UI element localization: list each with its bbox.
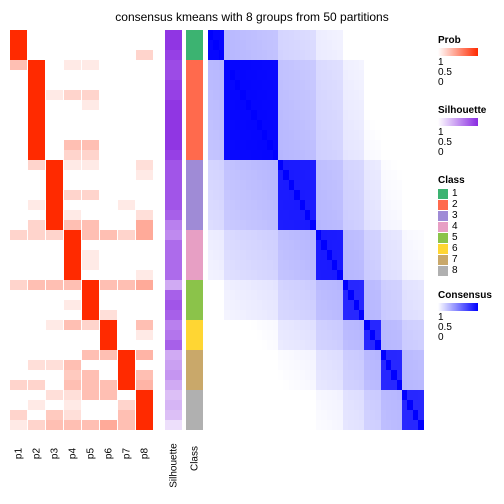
xlabel-p3: p3 — [49, 429, 60, 479]
xlabel-silhouette: Silhouette — [168, 441, 179, 491]
xlabel-p4: p4 — [67, 429, 78, 479]
xlabel-p7: p7 — [121, 429, 132, 479]
prob-column-p4 — [64, 30, 81, 430]
chart-title: consensus kmeans with 8 groups from 50 p… — [0, 0, 504, 30]
xlabel-p2: p2 — [31, 429, 42, 479]
class-column — [186, 30, 203, 430]
xlabel-class: Class — [189, 434, 200, 484]
legend-consensus: Consensus10.50 — [438, 290, 492, 343]
xlabel-p6: p6 — [103, 429, 114, 479]
consensus-heatmap — [208, 30, 424, 430]
prob-column-p2 — [28, 30, 45, 430]
xlabel-p1: p1 — [13, 429, 24, 479]
prob-column-p5 — [82, 30, 99, 430]
prob-column-p1 — [10, 30, 27, 430]
prob-column-p8 — [136, 30, 153, 430]
prob-column-p3 — [46, 30, 63, 430]
prob-column-p7 — [118, 30, 135, 430]
xlabel-p5: p5 — [85, 429, 96, 479]
consensus-plot: p1p2p3p4p5p6p7p8SilhouetteClassProb10.50… — [0, 30, 504, 460]
legend-class: Class12345678 — [438, 175, 465, 276]
prob-column-p6 — [100, 30, 117, 430]
silhouette-column — [165, 30, 182, 430]
legend-prob: Prob10.50 — [438, 35, 478, 88]
xlabel-p8: p8 — [139, 429, 150, 479]
legend-silhouette: Silhouette10.50 — [438, 105, 486, 158]
